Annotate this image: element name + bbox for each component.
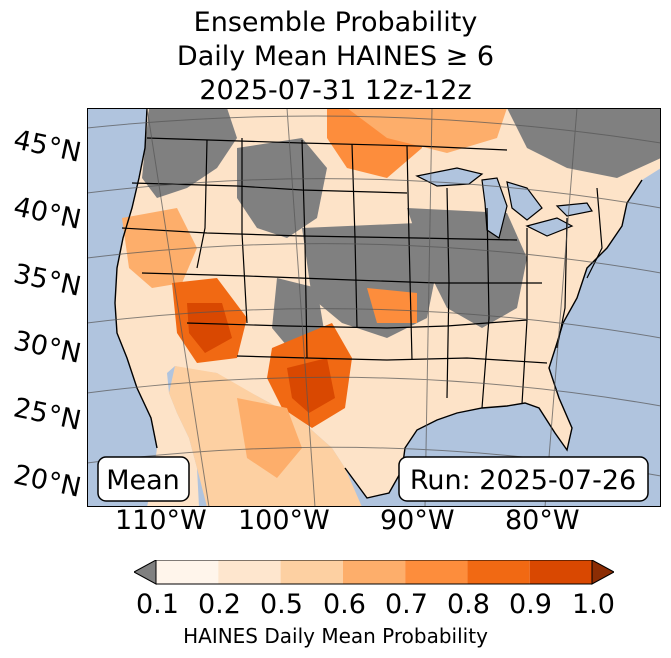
gray-region-canada	[507, 108, 661, 178]
lat-label-30: 30°N	[10, 325, 84, 370]
lat-label-20: 20°N	[10, 459, 84, 504]
colorbar-tick-0.2: 0.2	[198, 589, 241, 620]
title-line-2: Daily Mean HAINES ≥ 6	[176, 41, 495, 72]
west-coastline	[114, 108, 158, 449]
lon-label-90w: 90°W	[380, 505, 455, 536]
colorbar-tick-0.1: 0.1	[136, 589, 179, 620]
colorbar-tick-1.0: 1.0	[572, 589, 615, 620]
colorbar	[134, 560, 614, 585]
colorbar-tick-0.8: 0.8	[447, 589, 490, 620]
run-box-text: Run: 2025-07-26	[410, 465, 636, 496]
colorbar-tick-0.5: 0.5	[260, 589, 303, 620]
colorbar-under-arrow	[134, 560, 157, 585]
colorbar-segment	[280, 560, 343, 584]
colorbar-tick-0.7: 0.7	[385, 589, 428, 620]
run-box: Run: 2025-07-26	[398, 456, 649, 502]
lon-label-110w: 110°W	[115, 505, 207, 536]
lat-label-35: 35°N	[10, 258, 84, 303]
orange-region-oklahoma	[367, 288, 417, 323]
colorbar-segment	[342, 560, 406, 584]
colorbar-tick-0.6: 0.6	[323, 589, 366, 620]
probability-map: Mean Run: 2025-07-26	[87, 108, 661, 507]
gray-region-northwest	[142, 108, 237, 198]
lat-label-25: 25°N	[10, 392, 84, 437]
lat-label-40: 40°N	[10, 191, 84, 236]
colorbar-over-arrow	[591, 560, 614, 585]
mean-box: Mean	[97, 456, 190, 502]
colorbar-tick-0.9: 0.9	[509, 589, 552, 620]
lon-label-80w: 80°W	[505, 505, 580, 536]
gulf-coastline	[344, 179, 643, 499]
orange-region-canada	[347, 108, 507, 153]
colorbar-segment	[467, 560, 530, 584]
graticule	[87, 108, 661, 507]
orange-region-mexico	[237, 398, 302, 478]
orange-region-arizona-core	[187, 303, 232, 353]
title-line-3: 2025-07-31 12z-12z	[199, 75, 472, 106]
colorbar-segment	[405, 560, 468, 584]
great-lakes	[415, 167, 593, 239]
orange-region-west-texas-core	[287, 358, 335, 413]
lat-label-45: 45°N	[10, 124, 84, 169]
colorbar-segment	[529, 560, 592, 584]
orange-region-california	[122, 208, 197, 288]
state-boundaries	[121, 137, 603, 409]
lon-label-100w: 100°W	[238, 505, 330, 536]
colorbar-segment	[156, 560, 219, 584]
colorbar-segment	[218, 560, 281, 584]
title-line-1: Ensemble Probability	[193, 7, 478, 38]
mean-box-text: Mean	[106, 465, 180, 496]
colorbar-label: HAINES Daily Mean Probability	[183, 624, 488, 648]
